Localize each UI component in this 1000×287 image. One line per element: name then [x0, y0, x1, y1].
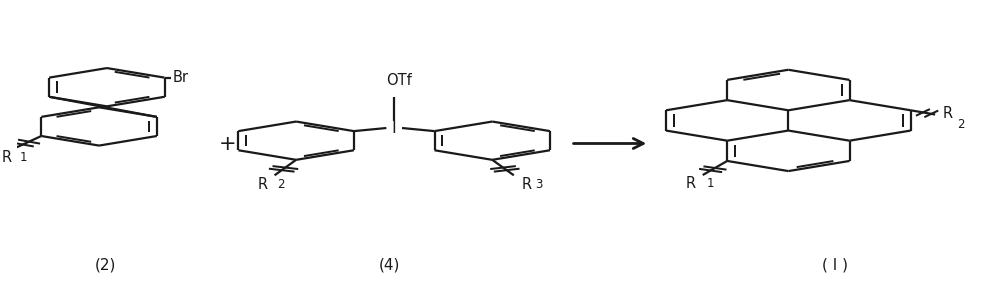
- Text: R: R: [686, 176, 696, 191]
- Text: 1: 1: [707, 177, 714, 190]
- Text: (4): (4): [379, 257, 400, 272]
- Text: R: R: [522, 177, 532, 192]
- Text: 1: 1: [20, 152, 27, 164]
- Text: (2): (2): [94, 257, 116, 272]
- Text: 3: 3: [535, 178, 543, 191]
- Text: 2: 2: [278, 178, 285, 191]
- Text: I: I: [392, 121, 397, 135]
- Text: R: R: [943, 106, 953, 121]
- Text: Br: Br: [172, 70, 188, 85]
- Text: R: R: [258, 177, 268, 192]
- Text: R: R: [2, 150, 12, 165]
- Text: ( I ): ( I ): [822, 257, 848, 272]
- Text: 2: 2: [957, 118, 964, 131]
- Text: OTf: OTf: [386, 73, 412, 88]
- Text: +: +: [219, 133, 236, 154]
